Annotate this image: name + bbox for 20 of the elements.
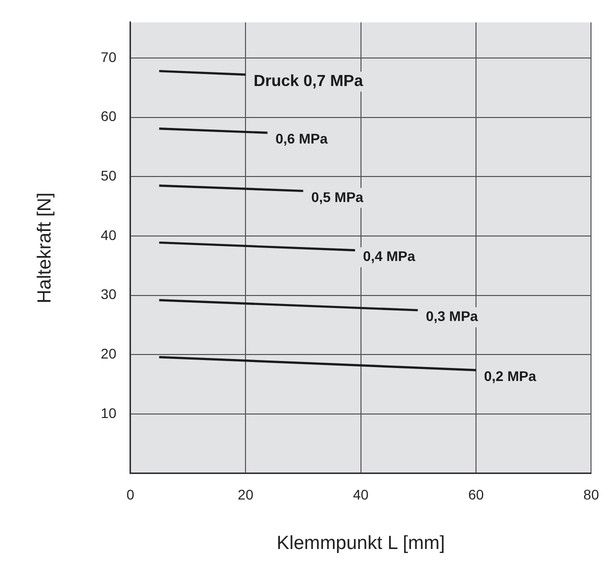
y-tick-label: 20 <box>100 346 117 362</box>
x-tick-label: 20 <box>238 486 254 503</box>
series-label: Druck 0,7 MPa <box>254 73 364 90</box>
y-tick-label: 70 <box>100 48 117 65</box>
x-tick-label: 60 <box>468 486 484 503</box>
x-tick-label: 40 <box>353 486 369 503</box>
series-label: 0,6 MPa <box>275 130 328 147</box>
series-label: 0,3 MPa <box>426 308 478 324</box>
y-tick-label: 30 <box>100 286 117 302</box>
y-tick-label: 50 <box>100 168 117 184</box>
y-axis-title: Haltekraft [N] <box>34 192 56 304</box>
x-tick-label: 80 <box>583 486 600 503</box>
x-axis-title: Klemmpunkt L [mm] <box>276 532 445 554</box>
y-tick-label: 60 <box>100 108 117 124</box>
y-tick-label: 10 <box>100 404 117 421</box>
y-tick-label: 40 <box>100 226 117 243</box>
x-tick-label: 0 <box>126 486 134 503</box>
series-label: 0,4 MPa <box>363 248 416 264</box>
series-label: 0,5 MPa <box>311 188 364 205</box>
series-label: 0,2 MPa <box>484 368 536 384</box>
